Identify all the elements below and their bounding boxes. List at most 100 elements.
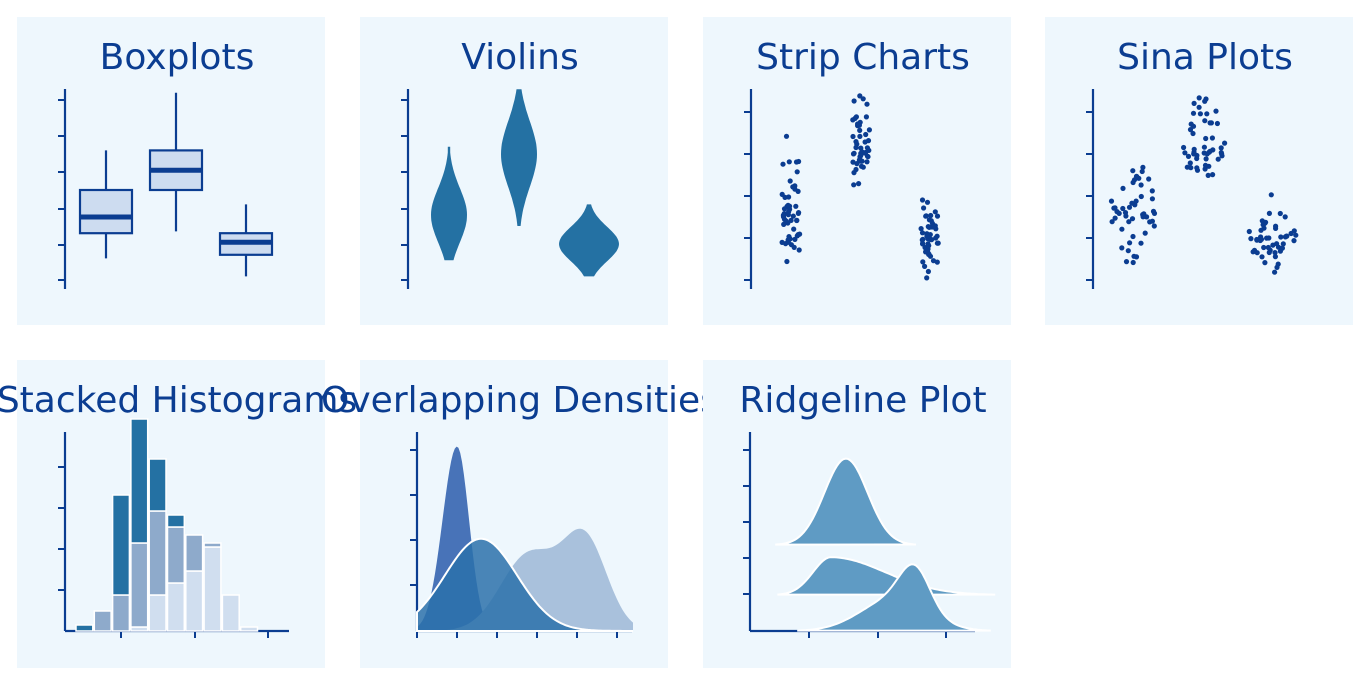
- data-point: [855, 121, 861, 127]
- data-point: [1268, 192, 1274, 198]
- data-point: [1272, 250, 1278, 256]
- data-point: [1185, 153, 1192, 159]
- data-point: [797, 231, 803, 237]
- data-point: [1111, 205, 1117, 211]
- data-point: [923, 213, 929, 219]
- boxplots-plot-area: [58, 89, 274, 289]
- data-point: [1258, 236, 1265, 242]
- data-point: [1151, 223, 1157, 229]
- data-point: [1210, 172, 1216, 178]
- data-point: [1190, 130, 1196, 137]
- data-point: [1203, 135, 1209, 142]
- data-point: [1259, 218, 1265, 224]
- violin-shape: [431, 146, 467, 261]
- data-point: [856, 181, 862, 187]
- violins-title: Violins: [461, 37, 578, 78]
- data-point: [790, 213, 796, 219]
- data-point: [1120, 205, 1126, 212]
- data-point: [1293, 232, 1299, 238]
- data-point: [1288, 230, 1294, 237]
- data-point: [858, 153, 864, 159]
- data-point: [1280, 241, 1286, 247]
- overlapping-densities-plot-area: [410, 432, 633, 638]
- data-point: [783, 218, 789, 224]
- data-point: [786, 159, 792, 165]
- violin-shape: [501, 89, 537, 226]
- stacked-histograms-plot-area: [58, 418, 289, 638]
- overlapping-densities-chart: Overlapping Densities: [321, 380, 719, 638]
- data-point: [1246, 228, 1252, 235]
- data-point: [1114, 209, 1120, 215]
- data-point: [1108, 198, 1115, 204]
- data-point: [857, 127, 863, 133]
- density-area: [417, 528, 633, 631]
- data-point: [1197, 111, 1203, 117]
- data-point: [1126, 219, 1132, 225]
- data-point: [779, 239, 785, 245]
- data-point: [1282, 214, 1288, 220]
- data-point: [921, 205, 927, 211]
- data-point: [1151, 210, 1158, 216]
- ridgeline-chart: Ridgeline Plot: [739, 380, 996, 638]
- data-point: [1283, 233, 1289, 239]
- data-point: [1215, 156, 1221, 162]
- data-point: [791, 244, 797, 250]
- data-point: [1202, 162, 1209, 168]
- data-point: [929, 237, 935, 243]
- violins-plot-area: [401, 89, 619, 289]
- data-point: [857, 133, 863, 139]
- data-point: [795, 210, 801, 216]
- data-point: [932, 209, 938, 215]
- histogram-bar: [166, 526, 186, 584]
- data-point: [1120, 185, 1126, 191]
- ridgeline-plot-area: [743, 432, 996, 638]
- histogram-bar: [130, 418, 149, 544]
- data-point: [1251, 247, 1258, 253]
- data-point: [1258, 227, 1264, 233]
- data-point: [1196, 104, 1202, 110]
- data-point: [935, 240, 941, 246]
- data-point: [791, 226, 797, 232]
- data-point: [1194, 165, 1200, 171]
- data-point: [1138, 182, 1144, 188]
- data-point: [926, 217, 932, 223]
- data-point: [856, 157, 862, 163]
- data-point: [926, 243, 932, 249]
- data-point: [1291, 238, 1297, 244]
- data-point: [1259, 254, 1265, 260]
- violin-shape: [559, 204, 619, 277]
- data-point: [1191, 100, 1197, 106]
- data-point: [1202, 98, 1208, 104]
- data-point: [1279, 245, 1285, 251]
- data-point: [780, 212, 786, 218]
- data-point: [1181, 144, 1187, 151]
- data-point: [864, 159, 870, 165]
- data-point: [924, 233, 930, 239]
- histogram-bar: [185, 570, 204, 632]
- histogram-bar: [148, 510, 167, 596]
- ridgeline-panel: Ridgeline Plot: [703, 360, 1011, 668]
- data-point: [1149, 218, 1155, 224]
- data-point: [779, 191, 785, 197]
- data-point: [1140, 214, 1146, 220]
- data-point: [1188, 121, 1194, 127]
- strip-charts-chart: Strip Charts: [744, 37, 970, 289]
- stacked-histograms-chart: Stacked Histograms: [0, 380, 357, 638]
- data-point: [796, 247, 802, 253]
- data-point: [1149, 196, 1155, 202]
- data-point: [928, 212, 934, 219]
- data-point: [1214, 120, 1220, 127]
- data-point: [858, 163, 865, 169]
- data-point: [925, 268, 931, 275]
- data-point: [1139, 168, 1145, 175]
- sina-plots-plot-area: [1086, 89, 1299, 289]
- stacked-histograms-panel: Stacked Histograms: [0, 360, 357, 668]
- data-point: [853, 144, 859, 151]
- data-point: [1119, 226, 1125, 232]
- overlapping-densities-title: Overlapping Densities: [321, 380, 719, 421]
- data-point: [1187, 127, 1194, 133]
- data-point: [1191, 151, 1197, 157]
- data-point: [1266, 249, 1272, 256]
- data-point: [1133, 173, 1140, 179]
- data-point: [785, 202, 791, 208]
